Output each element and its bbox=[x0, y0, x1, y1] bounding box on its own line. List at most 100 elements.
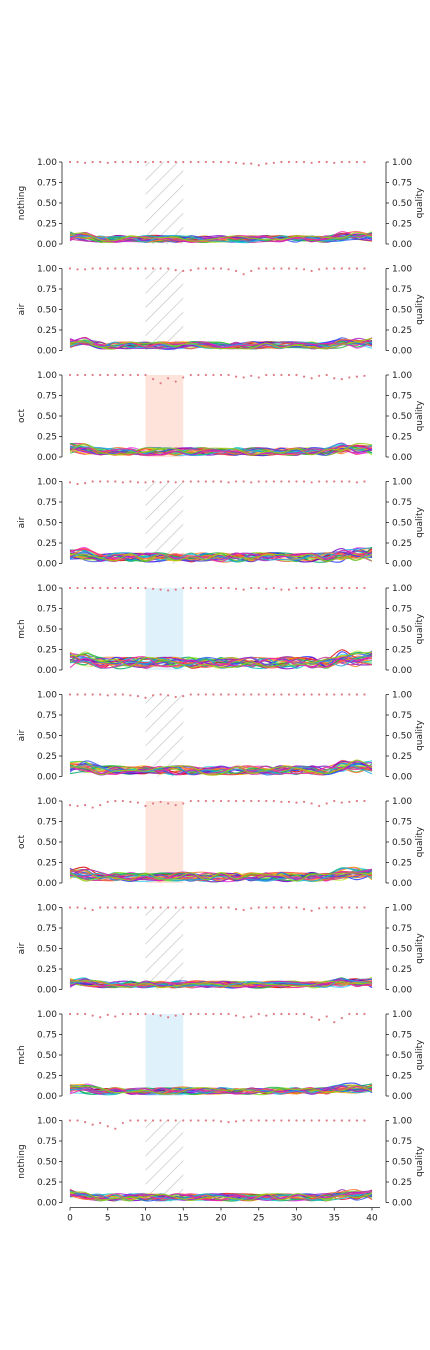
quality-point bbox=[174, 1014, 177, 1017]
quality-point bbox=[167, 802, 170, 805]
right-y-tick-label: 0.00 bbox=[392, 666, 412, 676]
quality-point bbox=[227, 373, 230, 377]
left-y-label: air bbox=[17, 942, 27, 954]
quality-point bbox=[91, 480, 94, 483]
quality-point bbox=[189, 906, 192, 909]
right-y-tick-label: 0.75 bbox=[392, 392, 412, 402]
quality-point bbox=[227, 481, 230, 484]
signal-traces bbox=[69, 231, 373, 244]
quality-point bbox=[182, 269, 185, 273]
quality-point bbox=[84, 161, 87, 164]
quality-point bbox=[272, 480, 275, 483]
left-y-label: mch bbox=[17, 1045, 27, 1064]
left-y-tick-label: 0.25 bbox=[37, 433, 57, 443]
quality-point bbox=[340, 801, 343, 804]
signal-series bbox=[69, 552, 373, 562]
quality-point bbox=[302, 375, 306, 378]
quality-point bbox=[76, 1012, 79, 1016]
panel-2: 0.00 0.00 0.25 0.25 0.50 0.50 0.75 0.75 1.00 1.00… bbox=[17, 265, 425, 357]
signal-series bbox=[69, 980, 373, 988]
quality-point bbox=[325, 802, 328, 805]
left-y-tick-label: 0.25 bbox=[37, 1178, 57, 1188]
quality-point bbox=[310, 693, 313, 696]
quality-point bbox=[272, 1119, 275, 1122]
quality-point bbox=[257, 693, 260, 696]
quality-point bbox=[182, 695, 185, 698]
left-y-tick-label: 0.50 bbox=[37, 1158, 57, 1168]
quality-series bbox=[68, 267, 366, 276]
signal-series bbox=[69, 651, 373, 670]
quality-point bbox=[144, 160, 147, 164]
left-y-tick-label: 0.25 bbox=[37, 220, 57, 230]
quality-point bbox=[91, 1014, 94, 1017]
quality-point bbox=[129, 373, 132, 377]
quality-point bbox=[250, 374, 253, 377]
signal-series bbox=[69, 548, 373, 562]
quality-point bbox=[235, 161, 238, 164]
quality-point bbox=[121, 373, 124, 377]
quality-point bbox=[333, 377, 336, 380]
quality-point bbox=[280, 1012, 283, 1016]
quality-point bbox=[348, 1119, 351, 1122]
quality-point bbox=[325, 693, 328, 696]
quality-point bbox=[136, 267, 140, 270]
quality-point bbox=[310, 161, 313, 164]
quality-point bbox=[167, 694, 170, 697]
quality-point bbox=[151, 587, 155, 590]
left-y-label: air bbox=[17, 516, 27, 528]
window-hatch bbox=[145, 481, 184, 564]
quality-point bbox=[167, 377, 170, 380]
quality-point bbox=[219, 1012, 223, 1016]
quality-point bbox=[204, 480, 207, 483]
right-y-tick-label: 0.50 bbox=[392, 199, 412, 209]
left-y-tick-label: 0.25 bbox=[37, 965, 57, 975]
quality-point bbox=[197, 586, 200, 590]
quality-point bbox=[287, 373, 291, 377]
quality-point bbox=[159, 1119, 162, 1122]
left-y-tick-label: 0.00 bbox=[37, 560, 57, 570]
signal-traces bbox=[69, 759, 373, 776]
signal-series bbox=[69, 759, 373, 776]
signal-series bbox=[69, 765, 373, 776]
quality-point bbox=[325, 1015, 328, 1018]
quality-point bbox=[280, 588, 283, 591]
quality-point bbox=[76, 804, 79, 808]
quality-point bbox=[129, 906, 132, 909]
signal-series bbox=[69, 1086, 373, 1095]
panel-7: 0.00 0.00 0.25 0.25 0.50 0.50 0.75 0.75 1.00 1.00… bbox=[17, 797, 425, 889]
quality-point bbox=[302, 586, 306, 590]
quality-point bbox=[189, 693, 192, 696]
quality-point bbox=[348, 693, 351, 696]
quality-point bbox=[182, 376, 185, 379]
window-oct bbox=[145, 375, 184, 457]
quality-point bbox=[295, 906, 298, 909]
signal-series bbox=[69, 548, 373, 562]
left-y-tick-label: 0.00 bbox=[37, 347, 57, 357]
quality-point bbox=[144, 1119, 147, 1122]
quality-point bbox=[325, 267, 328, 270]
quality-point bbox=[136, 373, 140, 377]
quality-point bbox=[121, 693, 124, 696]
left-y-tick-label: 0.50 bbox=[37, 199, 57, 209]
quality-point bbox=[257, 480, 260, 483]
quality-point bbox=[318, 480, 321, 483]
quality-point bbox=[363, 799, 366, 803]
quality-point bbox=[250, 907, 253, 910]
quality-point bbox=[355, 1012, 358, 1016]
quality-point bbox=[121, 586, 124, 590]
left-y-tick-label: 0.75 bbox=[37, 1137, 57, 1147]
quality-point bbox=[280, 160, 283, 164]
quality-point bbox=[167, 1119, 170, 1122]
quality-point bbox=[136, 695, 140, 698]
quality-point bbox=[302, 1119, 306, 1122]
window-hatch bbox=[145, 268, 184, 351]
right-y-tick-label: 0.50 bbox=[392, 732, 412, 742]
window-oct bbox=[145, 801, 184, 883]
quality-point bbox=[302, 268, 306, 271]
quality-point bbox=[189, 1119, 192, 1122]
quality-point bbox=[242, 908, 245, 912]
signal-series bbox=[69, 979, 373, 989]
left-y-tick-label: 0.00 bbox=[37, 986, 57, 996]
quality-point bbox=[265, 1014, 268, 1017]
quality-point bbox=[121, 1012, 124, 1016]
